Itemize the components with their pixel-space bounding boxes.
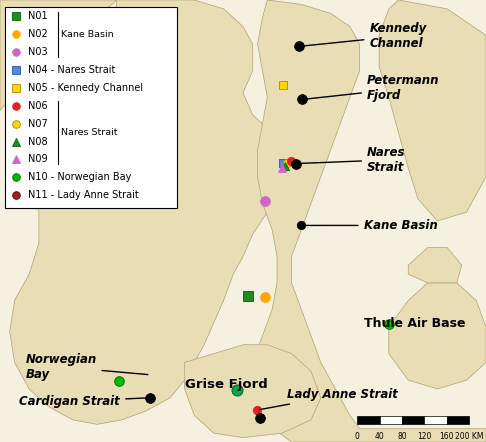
Text: Kane Basin: Kane Basin	[304, 219, 437, 232]
Polygon shape	[185, 345, 321, 438]
Bar	[402, 416, 424, 424]
Text: N04 - Nares Strait: N04 - Nares Strait	[28, 65, 116, 75]
Text: N10 - Norwegian Bay: N10 - Norwegian Bay	[28, 172, 132, 183]
Text: N03: N03	[28, 47, 48, 57]
Text: N06: N06	[28, 101, 48, 111]
Text: N09: N09	[28, 154, 48, 164]
Text: 80: 80	[397, 432, 407, 441]
Polygon shape	[253, 0, 486, 442]
FancyBboxPatch shape	[5, 7, 177, 208]
Polygon shape	[0, 0, 117, 110]
Polygon shape	[10, 0, 282, 424]
Bar	[357, 416, 380, 424]
Text: Kane Basin: Kane Basin	[61, 30, 113, 39]
Text: N01: N01	[28, 11, 48, 21]
Bar	[424, 416, 447, 424]
Text: N02: N02	[28, 29, 48, 39]
Text: Nares Strait: Nares Strait	[61, 128, 117, 137]
Text: Thule Air Base: Thule Air Base	[364, 317, 465, 330]
Text: Lady Anne Strait: Lady Anne Strait	[260, 388, 398, 410]
Text: N07: N07	[28, 119, 48, 129]
Text: 200 KM: 200 KM	[455, 432, 483, 441]
Text: N11 - Lady Anne Strait: N11 - Lady Anne Strait	[28, 190, 139, 200]
Bar	[380, 416, 402, 424]
Text: Nares
Strait: Nares Strait	[299, 146, 405, 174]
Text: N08: N08	[28, 137, 48, 147]
Text: 120: 120	[417, 432, 432, 441]
Text: 0: 0	[355, 432, 360, 441]
Bar	[447, 416, 469, 424]
Text: 40: 40	[375, 432, 384, 441]
Polygon shape	[389, 283, 486, 389]
Polygon shape	[379, 0, 486, 221]
Text: Cardigan Strait: Cardigan Strait	[19, 395, 147, 408]
Text: Norwegian
Bay: Norwegian Bay	[25, 353, 148, 381]
Text: Petermann
Fjord: Petermann Fjord	[305, 74, 439, 103]
Text: Grise Fjord: Grise Fjord	[185, 378, 267, 391]
Text: Kennedy
Channel: Kennedy Channel	[302, 22, 427, 50]
Text: N05 - Kennedy Channel: N05 - Kennedy Channel	[28, 83, 143, 93]
Text: 160: 160	[439, 432, 454, 441]
Polygon shape	[408, 248, 462, 283]
